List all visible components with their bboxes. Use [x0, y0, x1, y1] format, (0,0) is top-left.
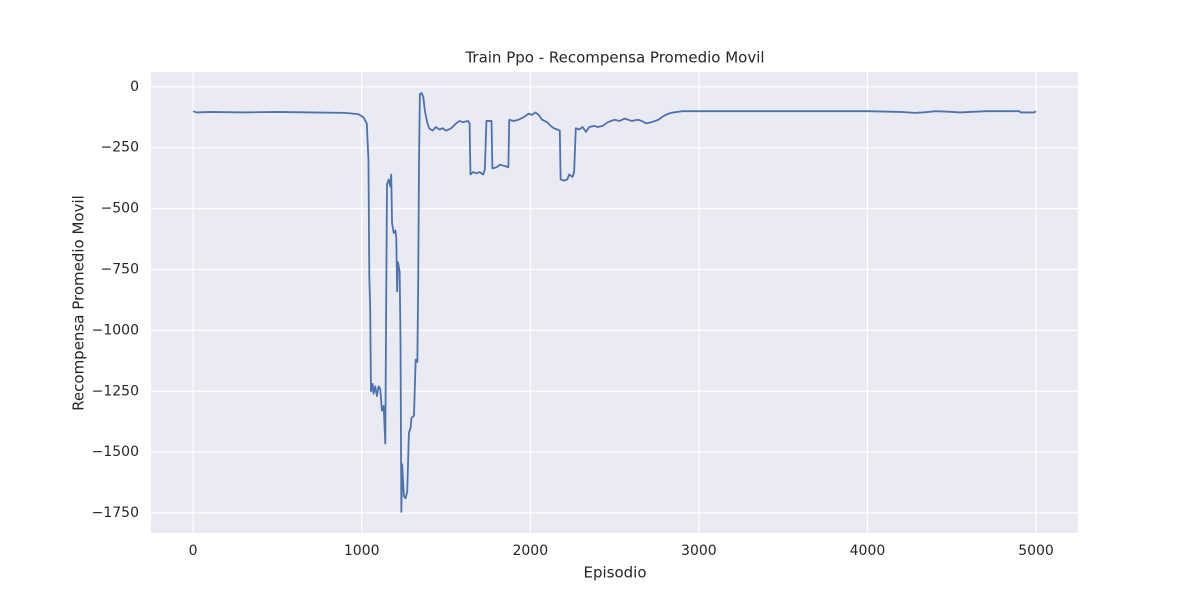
y-tick-label: −1750 [92, 505, 139, 521]
y-axis-label: Recompensa Promedio Movil [70, 195, 88, 411]
y-tick-label: −500 [101, 201, 139, 217]
x-tick-label: 4000 [850, 543, 886, 559]
grid [151, 72, 1078, 533]
x-tick-label: 3000 [681, 543, 717, 559]
line-series [192, 92, 1037, 513]
x-tick-label: 0 [189, 543, 198, 559]
y-tick-label: −1000 [92, 322, 139, 338]
chart-title: Train Ppo - Recompensa Promedio Movil [464, 49, 764, 67]
plot-area [151, 72, 1078, 533]
y-tick-label: −750 [101, 262, 139, 278]
x-tick-label: 2000 [512, 543, 548, 559]
x-tick-label: 1000 [344, 543, 380, 559]
x-axis-label: Episodio [583, 564, 646, 582]
y-tick-label: −1500 [92, 444, 139, 460]
x-tick-label: 5000 [1018, 543, 1054, 559]
y-tick-label: 0 [130, 79, 139, 95]
y-tick-label: −1250 [92, 383, 139, 399]
y-tick-label: −250 [101, 140, 139, 156]
